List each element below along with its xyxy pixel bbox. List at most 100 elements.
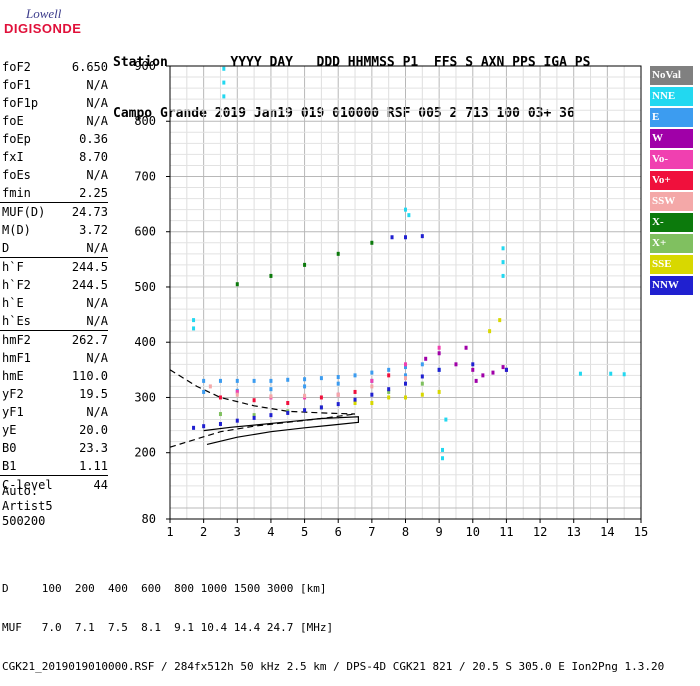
param-key: yF1 [2,405,24,419]
param-row: foEp 0.36 [0,130,112,148]
echo-point [578,371,582,376]
param-row: hmF1 N/A [0,349,112,367]
param-row: h`E N/A [0,294,112,312]
param-value: 1.11 [79,459,108,473]
echo-point [370,370,374,375]
param-row: B0 23.3 [0,439,112,457]
param-row: foF1 N/A [0,76,112,94]
param-value: 3.72 [79,223,108,237]
param-value: 244.5 [71,278,108,292]
echo-point [319,395,323,400]
param-value: 44 [93,478,108,492]
param-row: yF2 19.5 [0,385,112,403]
legend-item: E [650,108,693,127]
echo-point [235,392,239,397]
echo-point [437,345,441,350]
echo-point [269,273,273,278]
echo-point [454,362,458,367]
x-tick-label: 13 [566,525,580,539]
echo-point [286,377,290,382]
profile-lines [169,369,359,448]
param-row: foE N/A [0,112,112,130]
param-value: 6.650 [71,60,108,74]
echo-point [336,392,340,397]
param-row: foF2 6.650 [0,58,112,76]
echo-point [336,402,340,407]
auto-label: Auto: [2,484,39,498]
echo-point [222,80,226,85]
echo-point [269,378,273,383]
echo-point [501,260,505,265]
echo-point [609,371,613,376]
echo-point [420,392,424,397]
legend-item: Vo- [650,150,693,169]
legend-item: SSW [650,192,693,211]
ionogram-chart: 1 2 3 4 5 6 7 8 9 10 11 12 13 14 158020030040050060070… [134,59,648,539]
echo-point [336,381,340,386]
echo-point [404,376,407,381]
echo-point [218,412,222,417]
param-key: hmF2 [2,333,31,347]
echo-point [192,425,196,430]
echo-point [370,378,374,383]
x-tick-label: 4 [267,525,274,539]
param-row: foEs N/A [0,166,112,184]
auto-program: Artist5 [2,499,53,513]
param-value: 24.73 [71,205,108,219]
param-row: M(D) 3.72 [0,221,112,239]
param-key: yE [2,423,17,437]
y-tick-label: 700 [134,169,156,183]
param-value: 8.70 [79,150,108,164]
param-row: fmin 2.25 [0,184,112,202]
echo-point [437,389,441,394]
param-separator [0,330,108,331]
legend-item: X- [650,213,693,232]
echo-point [252,398,256,403]
param-value: 23.3 [79,441,108,455]
param-key: h`F2 [2,278,31,292]
echo-point [202,378,206,383]
echo-point [437,351,441,356]
footer-file-info: CGK21_2019019010000.RSF / 284fx512h 50 k… [2,660,665,673]
legend-item: Vo+ [650,171,693,190]
param-key: D [2,241,10,255]
param-separator [0,475,108,476]
echo-point [303,262,307,267]
x-tick-label: 15 [634,525,648,539]
echo-point [437,367,441,372]
param-key: foF1p [2,96,39,110]
echo-point [481,373,485,378]
echo-point [202,424,206,429]
echo-point [269,394,273,399]
y-tick-label: 400 [134,335,156,349]
autoscaling-info: Auto: Artist5 500200 [2,484,53,529]
echo-point [218,421,222,426]
param-row: h`Es N/A [0,312,112,330]
footer-distance-row: D 100 200 400 600 800 1000 1500 3000 [km… [2,582,327,595]
x-tick-label: 3 [234,525,241,539]
echo-point [286,400,290,405]
echo-point [387,367,391,372]
logo-digisonde-text: DIGISONDE [4,21,82,36]
echo-point [303,408,307,413]
param-key: foEp [2,132,31,146]
param-key: hmE [2,369,24,383]
param-row: h`F 244.5 [0,258,112,276]
param-row: hmF2 262.7 [0,331,112,349]
echo-point [471,362,475,367]
y-tick-label: 900 [134,59,156,73]
lowell-digisonde-logo: Lowell DIGISONDE [4,6,81,40]
param-key: h`E [2,296,24,310]
echo-point [471,367,475,372]
echo-point [420,374,424,379]
param-row: foF1p N/A [0,94,112,112]
echo-point [498,318,502,323]
param-value: N/A [86,96,108,110]
x-tick-label: 2 [200,525,207,539]
auto-version: 500200 [2,514,46,528]
echo-point [353,400,357,405]
echo-point [464,345,468,350]
echo-point [303,377,307,382]
y-tick-label: 80 [142,512,156,526]
legend-item: W [650,129,693,148]
